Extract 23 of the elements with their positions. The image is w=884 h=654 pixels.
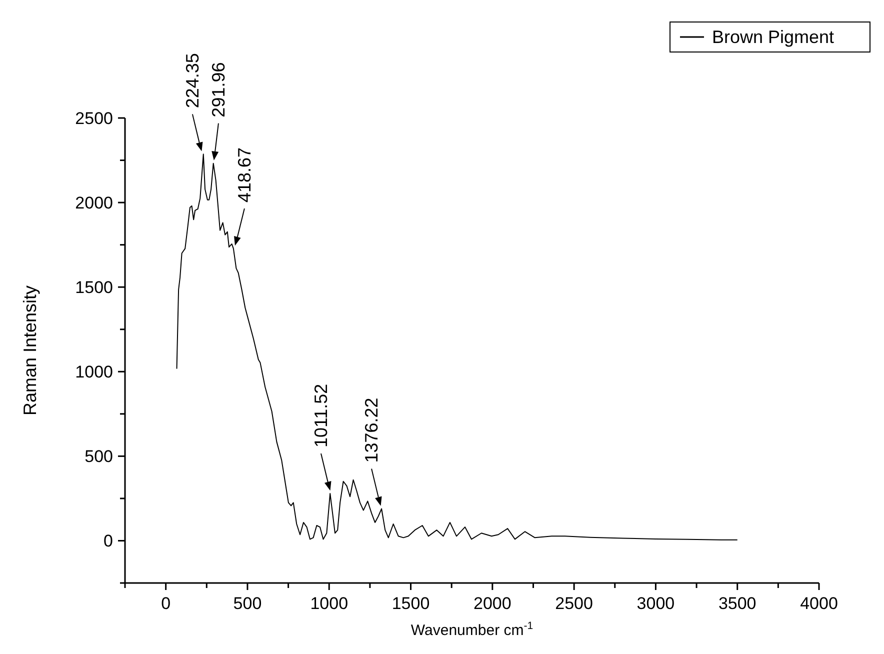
x-tick-label: 2000 xyxy=(474,594,512,613)
x-tick-label: 1500 xyxy=(392,594,430,613)
x-tick-label: 2500 xyxy=(555,594,593,613)
x-tick-label: 3000 xyxy=(636,594,675,613)
legend-label: Brown Pigment xyxy=(712,27,834,47)
y-tick-label: 2000 xyxy=(75,194,113,213)
y-tick-label: 0 xyxy=(104,532,113,551)
y-tick-label: 1000 xyxy=(75,362,113,382)
annotation: 418.67 xyxy=(234,147,254,203)
y-tick-label: 500 xyxy=(84,447,113,466)
x-tick-label: 1000 xyxy=(310,594,348,613)
annotation: 1376.22 xyxy=(362,398,382,463)
x-axis-title: Wavenumber cm$^{-1}$ xyxy=(410,620,534,639)
annotation: 291.96 xyxy=(208,62,228,118)
x-tick-label: 4000 xyxy=(800,594,838,613)
annotation: 1011.52 xyxy=(311,384,331,448)
y-axis-title: Raman Intensity xyxy=(20,285,40,416)
x-tick-label: 3500 xyxy=(718,594,756,613)
x-tick-label: 500 xyxy=(233,594,262,613)
y-tick-label: 2500 xyxy=(75,109,113,128)
annotation: 224.35 xyxy=(182,53,202,108)
x-tick-label: 0 xyxy=(161,594,171,613)
y-tick-label: 1500 xyxy=(75,278,113,298)
